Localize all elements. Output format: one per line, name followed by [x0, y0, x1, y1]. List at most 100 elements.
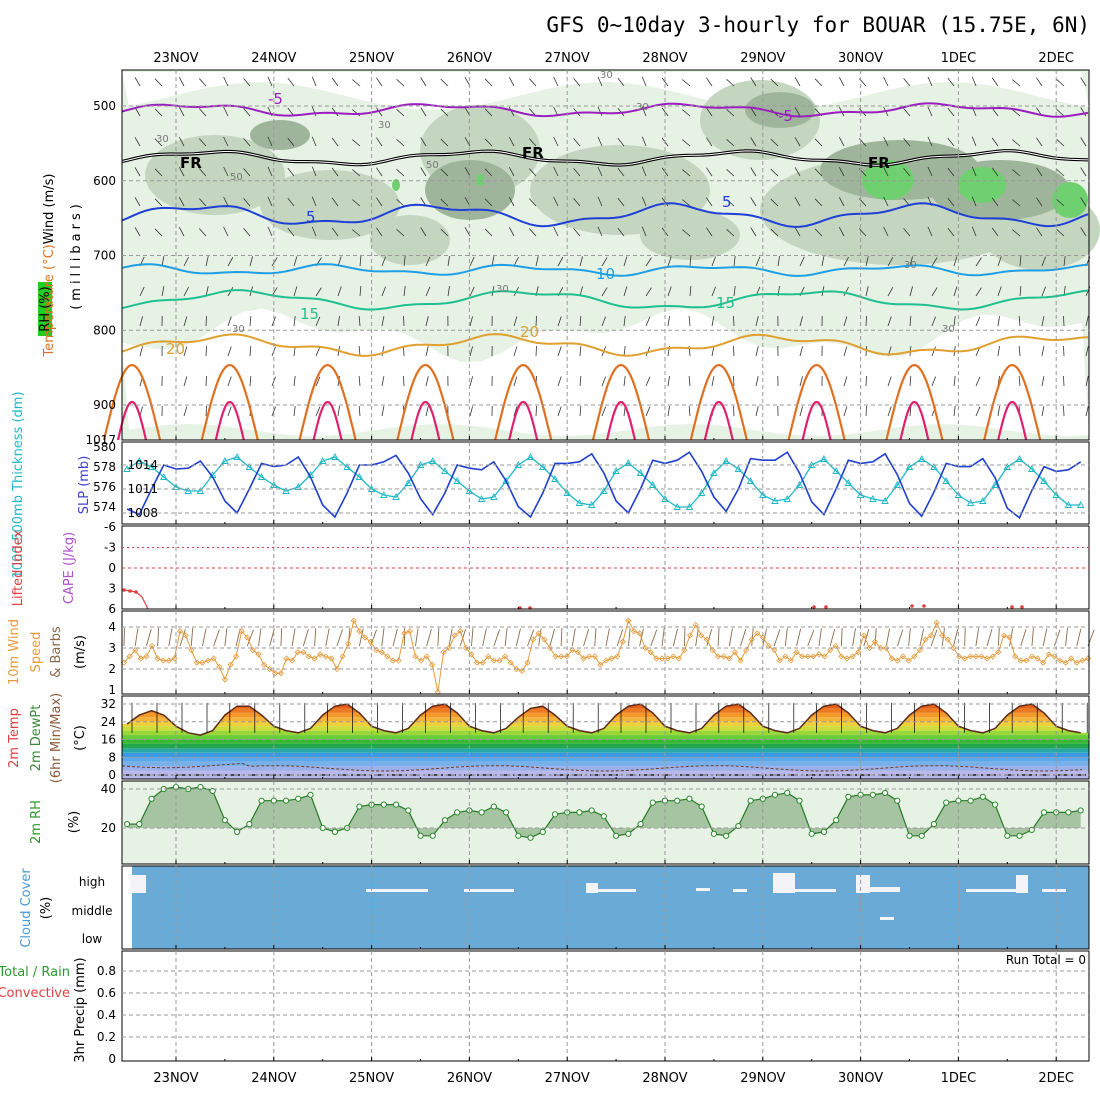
- wind-speed-point: [322, 653, 329, 660]
- thickness-point: [612, 467, 620, 474]
- wind-barb: [755, 346, 759, 357]
- wind-barb: [1041, 406, 1045, 417]
- wind-barb: [243, 108, 251, 117]
- thickness-point: [318, 457, 327, 464]
- wind-barb: [553, 76, 559, 87]
- thickness-point: [135, 457, 144, 464]
- wind-barb: [859, 138, 867, 147]
- cloud-level-label: high: [79, 875, 105, 889]
- thickness-point: [392, 493, 400, 500]
- contour-15: [121, 289, 1089, 311]
- wind-speed-point: [176, 628, 184, 635]
- temp-ylabel-a-group: 2m Temp: [7, 708, 22, 768]
- wind-speed-point: [1017, 657, 1024, 664]
- wind-barb: [689, 256, 692, 267]
- wind-barb: [425, 346, 429, 357]
- wind-barb: [352, 199, 361, 207]
- wind-speed-point: [944, 636, 951, 643]
- wind-barb: [601, 257, 608, 267]
- wind-barb-10m: [1076, 628, 1082, 647]
- wind-barb: [770, 228, 779, 237]
- thickness-point: [820, 455, 828, 462]
- wind-barb-10m: [784, 628, 788, 647]
- wind-barb: [770, 168, 779, 177]
- wind-speed-point: [193, 659, 200, 666]
- thickness-tick: 576: [93, 480, 116, 494]
- wind-barb: [293, 376, 296, 387]
- thickness-point: [282, 487, 290, 494]
- rh-point: [710, 830, 718, 837]
- wind-barb: [931, 287, 938, 297]
- cloud-cover-bar: [1016, 875, 1028, 893]
- wind-barb: [267, 226, 273, 237]
- wind-barb: [267, 76, 273, 87]
- wind-barb: [425, 286, 431, 297]
- wind-speed-point: [317, 651, 324, 658]
- wind-barb: [623, 316, 626, 327]
- rh-point: [551, 811, 559, 818]
- wind-barb: [726, 199, 735, 207]
- wind-barb-10m: [302, 629, 309, 647]
- wind-barb: [352, 169, 361, 177]
- wind-barb: [838, 76, 845, 87]
- wind-speed-point: [832, 642, 839, 649]
- rh-moist-region: [260, 170, 400, 240]
- wind-barb: [249, 316, 252, 327]
- wind-speed-point: [479, 659, 486, 666]
- wind-barb-10m: [807, 629, 815, 647]
- li-point: [824, 605, 828, 609]
- wind-barb: [883, 166, 889, 177]
- wind-speed-point: [967, 653, 974, 660]
- cloud-ylabel-unit: (%): [39, 897, 54, 920]
- wind-barb: [927, 136, 933, 147]
- wind-barb: [711, 316, 715, 327]
- wind-barb: [903, 138, 911, 147]
- thickness-point: [233, 453, 241, 460]
- contour-30: [116, 400, 148, 441]
- thickness-point: [954, 491, 963, 498]
- wind-speed-point: [165, 657, 172, 664]
- wind-barb: [623, 346, 626, 357]
- wind-speed-point: [843, 655, 851, 662]
- wind-barb: [352, 109, 361, 117]
- wind-speed-point: [496, 657, 503, 664]
- precip-tick: 0.4: [97, 1008, 116, 1022]
- wind-barb: [706, 107, 713, 117]
- wind-speed-point: [933, 619, 940, 626]
- cape-ylabel: CAPE (J/kg): [62, 532, 77, 604]
- wind-barb: [799, 406, 803, 417]
- thickness-point: [428, 457, 437, 464]
- wind-barb-10m: [672, 628, 679, 647]
- wind-barb: [706, 197, 713, 207]
- wind-barb: [529, 78, 537, 87]
- wind-speed-point: [905, 657, 912, 664]
- wind-barb-10m: [717, 628, 720, 647]
- precip-tick: 0.6: [97, 986, 116, 1000]
- wind-barb: [315, 287, 322, 297]
- wind-barb: [154, 198, 163, 207]
- wind-speed-point: [289, 657, 296, 664]
- thickness-point: [1064, 501, 1073, 508]
- date-label-bottom: 28NOV: [642, 1071, 687, 1086]
- wind-barb: [947, 167, 955, 177]
- date-label-bottom: 25NOV: [349, 1071, 394, 1086]
- rh-contour-label: 30: [600, 70, 613, 81]
- wind-barb: [953, 316, 956, 327]
- rh-point: [539, 828, 546, 836]
- wind-barb: [579, 316, 582, 327]
- wind-barb: [706, 167, 713, 177]
- rh-point: [833, 817, 840, 824]
- wind-barb-10m: [975, 628, 980, 647]
- thickness-line: [126, 456, 1081, 508]
- contour-25: [591, 363, 651, 441]
- wind-barb: [1019, 286, 1022, 297]
- contour-freezing-inner: [121, 150, 1089, 166]
- pressure-tick-label: 900: [93, 398, 116, 412]
- wind-speed-point: [361, 634, 369, 641]
- rh-point: [1004, 832, 1011, 839]
- wind-barb: [396, 139, 405, 147]
- wind-barb: [814, 198, 823, 207]
- contour-10: [121, 263, 1089, 277]
- temp-ylabel-b: 2m DewPt: [29, 705, 44, 772]
- thickness-ylabel-group: 1000-500mb Thickness (dm): [11, 391, 26, 578]
